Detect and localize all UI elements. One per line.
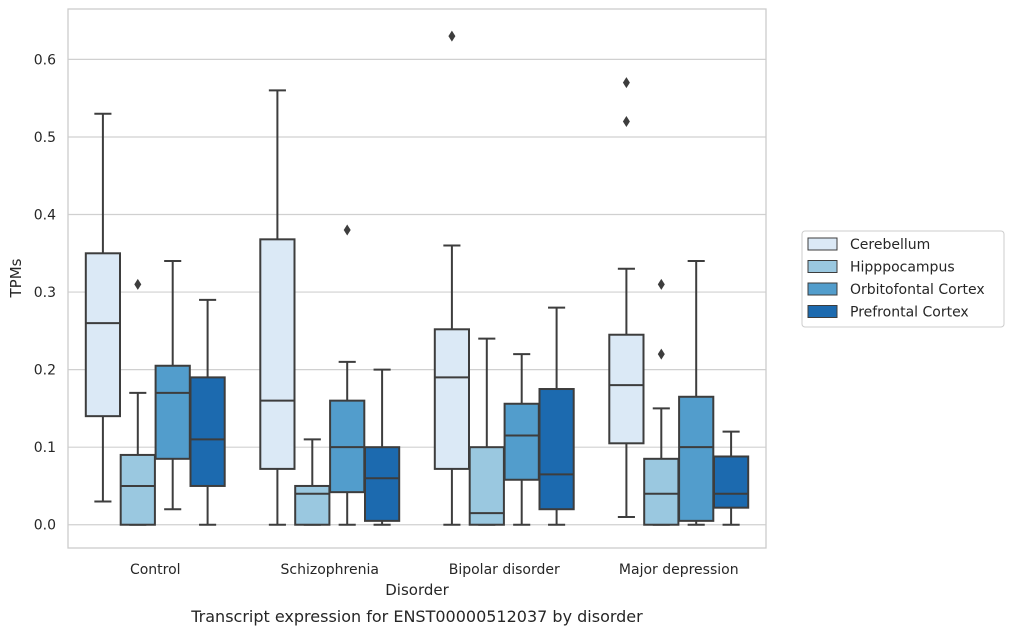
legend-swatch [807,282,838,296]
box-iqr [468,446,505,526]
box-iqr [503,402,540,481]
box-orbitofontal-cortex-2 [503,353,540,526]
box-iqr [678,395,715,522]
box-iqr [608,333,645,445]
x-axis-title: Disorder [385,581,449,599]
outlier-point [343,224,351,236]
y-tick-label: 0.0 [34,518,56,534]
x-tick-labels: Control Schizophrenia Bipolar disorder Majo… [130,562,739,578]
box-cerebellum-1 [259,89,296,526]
legend-swatch [807,237,838,251]
box-cerebellum-2 [433,30,471,526]
box-orbitofontal-cortex-1 [329,224,366,526]
outlier-point [622,77,630,89]
box-hipppocampus-2 [468,337,505,526]
y-tick-label: 0.2 [34,363,56,379]
legend-label: Prefrontal Cortex [850,305,969,321]
legend-label: Hipppocampus [850,260,955,276]
box-iqr [294,484,331,526]
box-groups [84,30,750,526]
box-orbitofontal-cortex-0 [154,260,191,511]
y-tick-label: 0.1 [34,440,56,456]
box-prefrontal-cortex-0 [189,298,226,526]
y-tick-label: 0.6 [34,52,56,68]
x-tick-label: Major depression [619,562,739,578]
box-prefrontal-cortex-1 [363,368,401,526]
outlier-point [657,278,665,290]
legend-label: Cerebellum [850,237,930,253]
legend: Cerebellum Hipppocampus Orbitofontal Corte… [801,230,1005,328]
box-iqr [189,376,226,487]
box-orbitofontal-cortex-3 [678,260,715,526]
y-axis-title: TPMs [7,258,25,298]
legend-label: Orbitofontal Cortex [850,282,985,298]
box-iqr [643,457,680,526]
y-tick-label: 0.4 [34,208,56,224]
outlier-point [622,115,630,127]
outlier-point [448,30,456,42]
x-tick-label: Bipolar disorder [449,562,560,578]
y-tick-label: 0.3 [34,285,56,301]
legend-frame [801,230,1005,328]
box-hipppocampus-1 [294,438,331,526]
box-iqr [154,364,191,460]
box-iqr [119,453,156,526]
x-tick-label: Control [130,562,181,578]
box-prefrontal-cortex-2 [538,306,575,526]
plot-frame [67,8,767,549]
box-cerebellum-3 [608,77,645,518]
box-iqr [84,252,122,418]
box-prefrontal-cortex-3 [712,430,750,526]
box-hipppocampus-3 [643,278,680,526]
chart-caption: Transcript expression for ENST0000051203… [190,607,643,626]
box-cerebellum-0 [84,112,122,503]
legend-swatch [807,305,838,318]
outlier-point [134,278,142,290]
y-tick-label: 0.5 [34,130,56,146]
box-iqr [363,446,401,522]
y-tick-labels: 0.0 0.1 0.2 0.3 0.4 0.5 0.6 [34,52,56,533]
legend-swatch [807,260,838,273]
box-hipppocampus-0 [119,278,156,526]
box-iqr [433,328,471,470]
box-iqr [538,388,575,511]
x-tick-label: Schizophrenia [281,562,379,578]
outlier-point [657,348,665,360]
box-iqr [712,455,750,509]
box-iqr [259,238,296,470]
